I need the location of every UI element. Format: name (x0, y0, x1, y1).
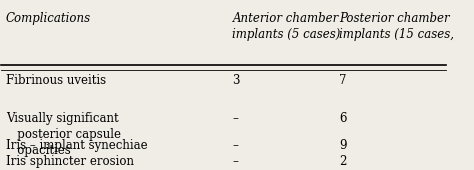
Text: 2: 2 (339, 155, 346, 168)
Text: –: – (232, 155, 238, 168)
Text: 3: 3 (232, 74, 240, 87)
Text: Posterior chamber
implants (15 cases,: Posterior chamber implants (15 cases, (339, 12, 454, 41)
Text: Iris – implant synechiae: Iris – implant synechiae (6, 139, 147, 152)
Text: Anterior chamber
implants (5 cases): Anterior chamber implants (5 cases) (232, 12, 341, 41)
Text: Iris sphincter erosion: Iris sphincter erosion (6, 155, 134, 168)
Text: Complications: Complications (6, 12, 91, 26)
Text: –: – (232, 139, 238, 152)
Text: –: – (232, 112, 238, 125)
Text: 9: 9 (339, 139, 346, 152)
Text: Fibrinous uveitis: Fibrinous uveitis (6, 74, 106, 87)
Text: Visually significant
   posterior capsule
   opacities: Visually significant posterior capsule o… (6, 112, 121, 157)
Text: 6: 6 (339, 112, 346, 125)
Text: 7: 7 (339, 74, 346, 87)
